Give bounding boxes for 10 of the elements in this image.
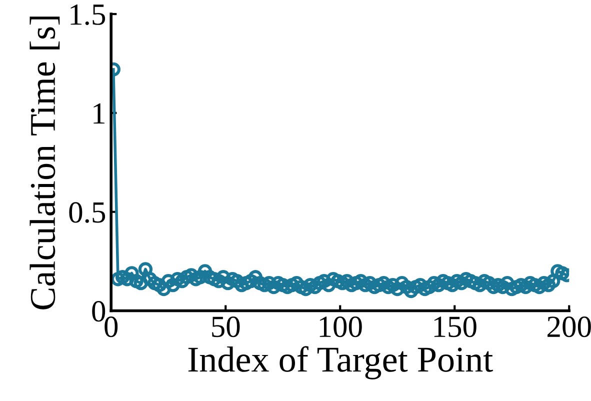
y-axis-title: Calculation Time [s] <box>30 16 60 310</box>
x-tick-label: 200 <box>548 316 591 338</box>
x-axis-title: Index of Target Point <box>188 346 493 380</box>
y-tick-label: 1 <box>94 103 104 124</box>
x-tick-label: 150 <box>434 316 476 338</box>
x-tick-label: 100 <box>320 316 362 338</box>
y-tick-label: 0.5 <box>69 202 106 223</box>
y-tick-label: 1.5 <box>70 4 106 26</box>
y-tick-label: 0 <box>92 301 106 322</box>
x-tick-label: 50 <box>212 316 240 338</box>
